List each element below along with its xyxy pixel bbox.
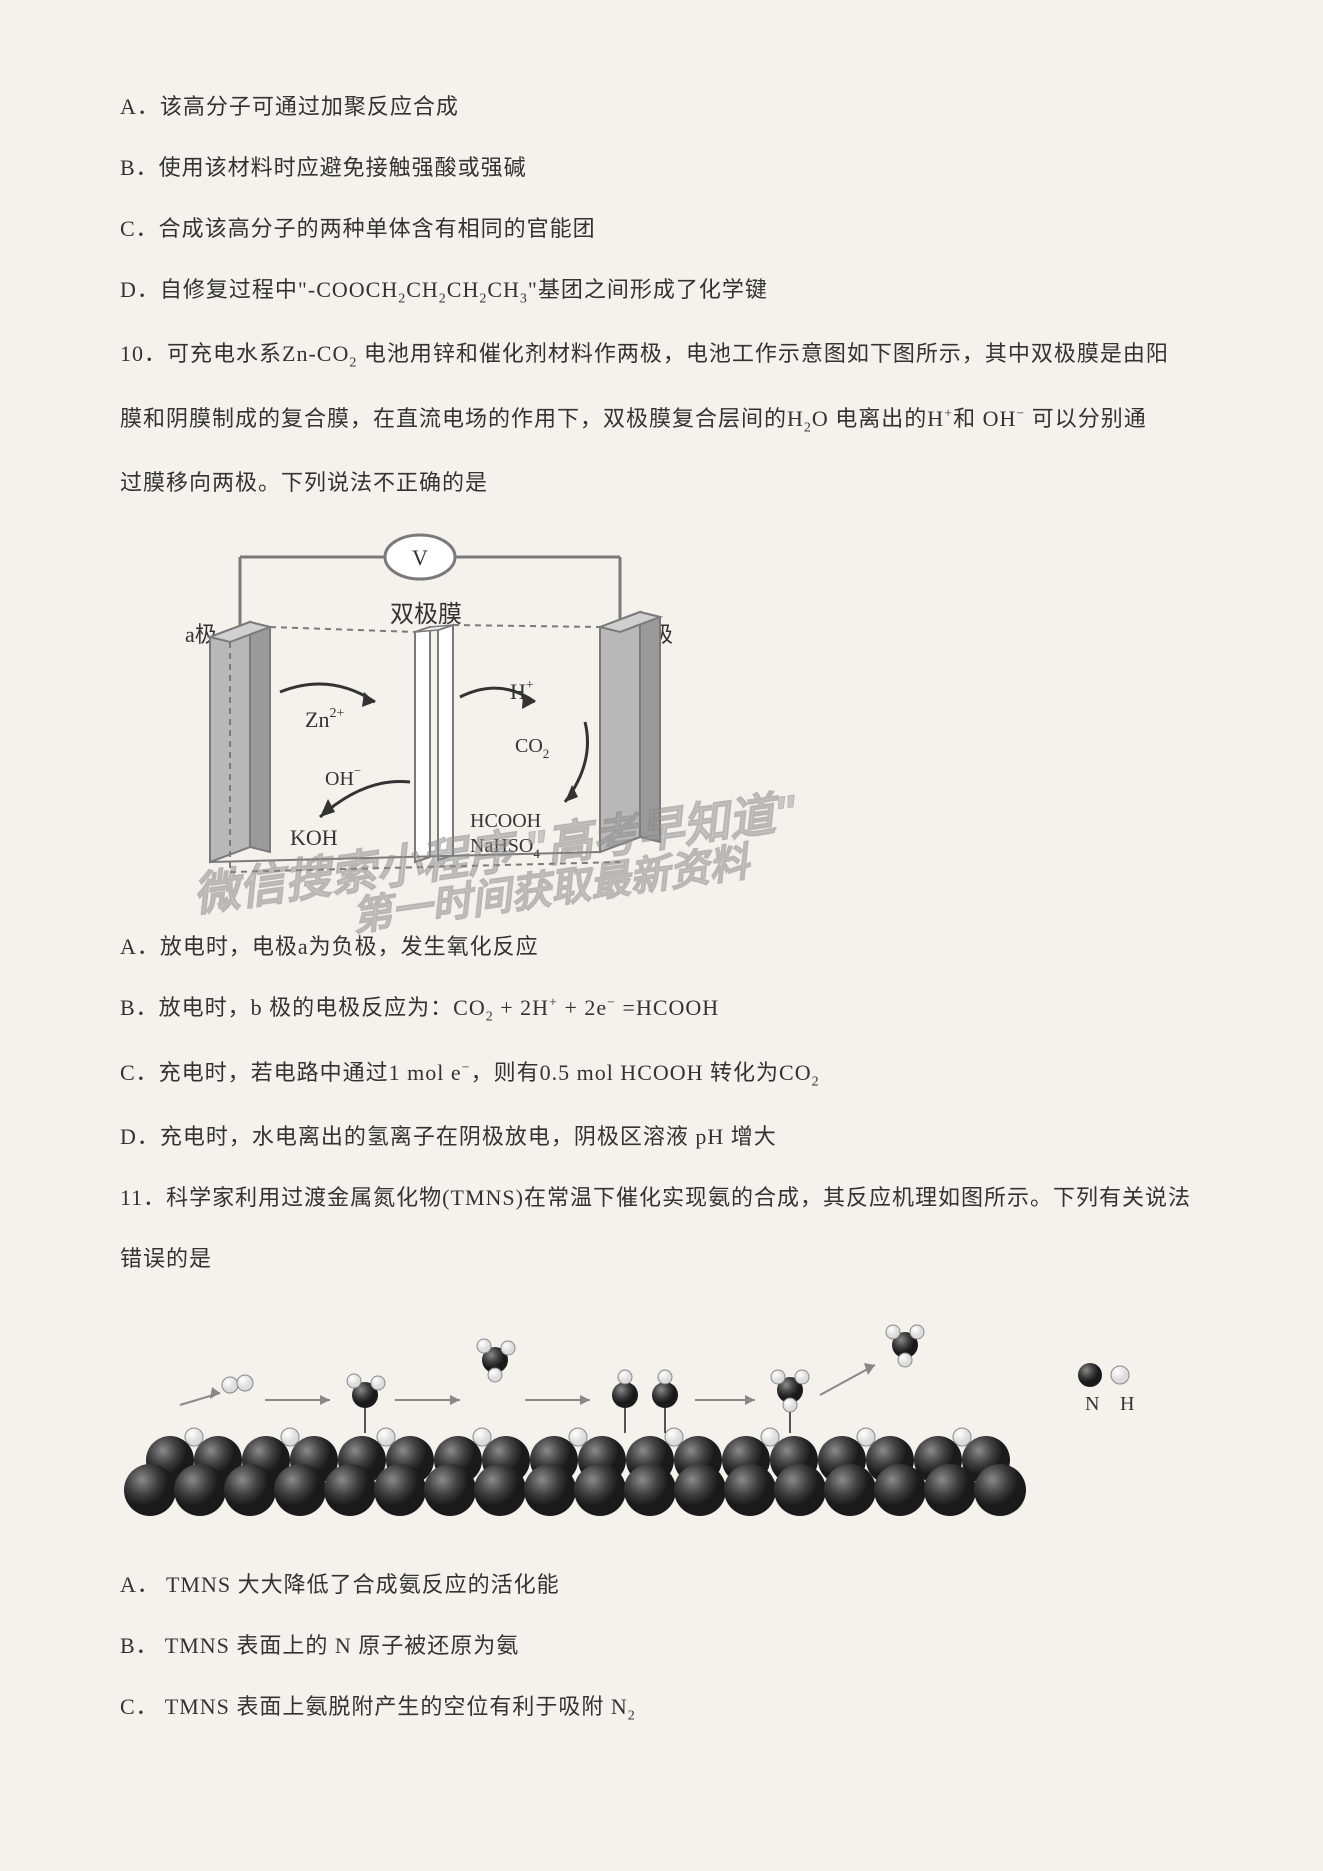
svg-text:H: H <box>1120 1393 1134 1415</box>
q11-option-a: A． TMNS 大大降低了合成氨反应的活化能 <box>120 1568 1203 1601</box>
q9-option-c: C．合成该高分子的两种单体含有相同的官能团 <box>120 212 1203 245</box>
svg-text:CO2: CO2 <box>515 735 549 761</box>
q10-stem-2: 膜和阴膜制成的复合膜，在直流电场的作用下，双极膜复合层间的H2O 电离出的H+和… <box>120 402 1203 438</box>
voltmeter-label: V <box>412 545 428 570</box>
svg-text:N: N <box>1085 1393 1099 1415</box>
svg-text:HCOOH: HCOOH <box>470 810 541 832</box>
svg-text:OH−: OH− <box>325 763 361 790</box>
q10-option-a: A．放电时，电极a为负极，发生氧化反应 <box>120 930 1203 963</box>
q10-option-c: C．充电时，若电路中通过1 mol e−，则有0.5 mol HCOOH 转化为… <box>120 1056 1203 1092</box>
q10-stem-1: 10．可充电水系Zn-CO2 电池用锌和催化剂材料作两极，电池工作示意图如下图所… <box>120 337 1203 373</box>
q10-stem-3: 过膜移向两极。下列说法不正确的是 <box>120 466 1203 499</box>
q11-stem-2: 错误的是 <box>120 1242 1203 1275</box>
q9-option-d: D．自修复过程中"-COOCH2CH2CH2CH3"基团之间形成了化学键 <box>120 273 1203 309</box>
q10-option-b: B．放电时，b 极的电极反应为：CO2 + 2H+ + 2e− =HCOOH <box>120 991 1203 1027</box>
svg-text:Zn2+: Zn2+ <box>305 706 344 732</box>
svg-text:NaHSO4: NaHSO4 <box>470 835 540 861</box>
q11-diagram: N H <box>120 1305 1203 1530</box>
q10-diagram: V 双极膜 a极 b极 <box>140 527 1203 902</box>
q11-stem-1: 11．科学家利用过渡金属氮化物(TMNS)在常温下催化实现氨的合成，其反应机理如… <box>120 1181 1203 1214</box>
q11-option-b: B． TMNS 表面上的 N 原子被还原为氨 <box>120 1629 1203 1662</box>
bipolar-label: 双极膜 <box>390 601 462 628</box>
q10-option-d: D．充电时，水电离出的氢离子在阴极放电，阴极区溶液 pH 增大 <box>120 1120 1203 1153</box>
catalyst-surface <box>124 1428 1026 1516</box>
q9-option-b: B．使用该材料时应避免接触强酸或强碱 <box>120 151 1203 184</box>
q11-option-c: C． TMNS 表面上氨脱附产生的空位有利于吸附 N2 <box>120 1690 1203 1726</box>
svg-text:KOH: KOH <box>290 825 338 850</box>
q9-option-a: A．该高分子可通过加聚反应合成 <box>120 90 1203 123</box>
